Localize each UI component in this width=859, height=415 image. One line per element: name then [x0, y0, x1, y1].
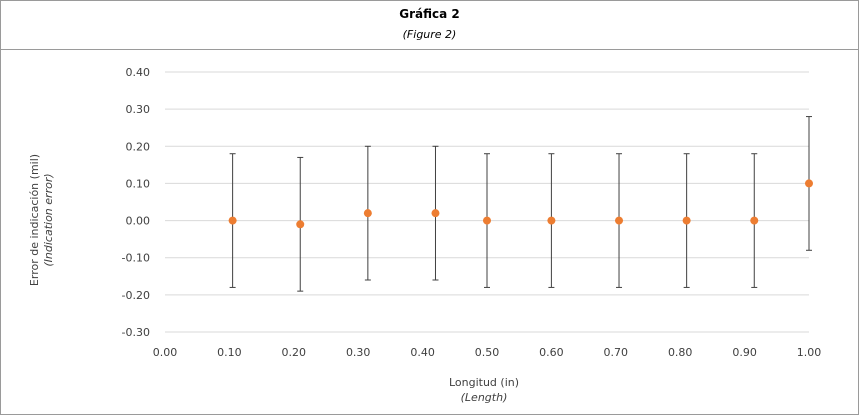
data-point: [228, 216, 237, 225]
data-point: [296, 220, 305, 229]
chart-header: Gráfica 2 (Figure 2): [1, 1, 858, 50]
data-point: [431, 209, 440, 218]
x-tick-label: 0.70: [604, 346, 629, 359]
x-tick-label: 0.30: [346, 346, 371, 359]
data-point: [615, 216, 624, 225]
chart-subtitle: (Figure 2): [402, 28, 457, 41]
x-tick-label: 0.40: [410, 346, 435, 359]
x-tick-label: 0.60: [539, 346, 564, 359]
x-tick-label: 1.00: [797, 346, 822, 359]
data-point: [547, 216, 556, 225]
x-tick-labels: 0.00 0.10 0.20 0.30 0.40 0.50 0.60 0.70 0.80 0.90…: [153, 346, 822, 359]
data-point: [363, 209, 372, 218]
y-axis-label: Error de indicación (mil): [28, 154, 41, 286]
data-point: [483, 216, 491, 225]
data-point: [805, 179, 813, 188]
chart-title: Gráfica 2: [399, 7, 460, 21]
y-tick-labels: 0.40 0.30 0.20 0.10 0.00 -0.10 -0.20 -0.30: [122, 66, 150, 339]
x-axis-label: Longitud (in): [449, 376, 519, 389]
y-tick-label: -0.10: [122, 252, 150, 265]
x-tick-label: 0.80: [668, 346, 693, 359]
x-tick-label: 0.90: [732, 346, 757, 359]
y-tick-label: -0.20: [122, 289, 150, 302]
x-tick-label: 0.00: [153, 346, 178, 359]
y-tick-label: 0.40: [126, 66, 151, 79]
x-axis-sublabel: (Length): [461, 391, 508, 404]
data-point: [682, 216, 691, 225]
y-tick-label: 0.10: [126, 177, 151, 190]
x-tick-label: 0.20: [282, 346, 307, 359]
x-tick-label: 0.50: [475, 346, 500, 359]
data-point: [750, 216, 759, 225]
y-tick-label: 0.00: [126, 215, 151, 228]
y-tick-label: -0.30: [122, 326, 150, 339]
y-axis-sublabel: (Indication error): [42, 173, 55, 266]
y-tick-label: 0.30: [126, 103, 151, 116]
x-tick-label: 0.10: [217, 346, 242, 359]
error-bars: [229, 116, 812, 292]
data-points: [228, 179, 813, 229]
y-tick-label: 0.20: [126, 140, 151, 153]
